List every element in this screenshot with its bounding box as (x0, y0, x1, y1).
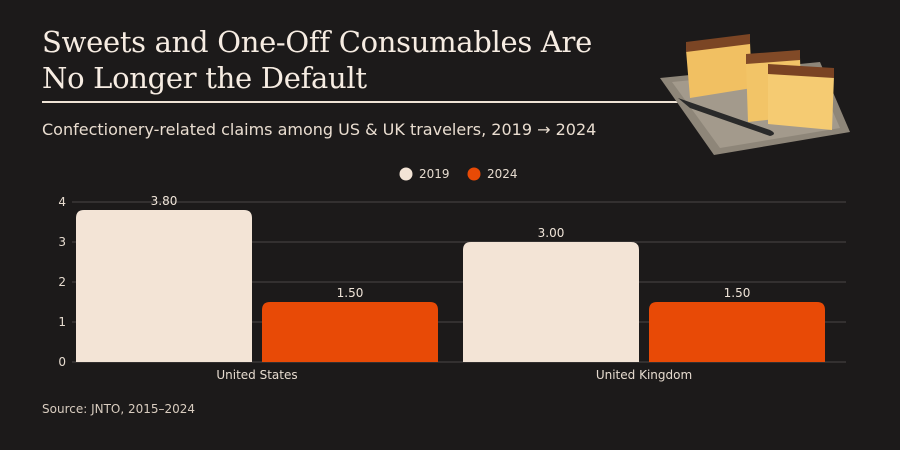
legend-label: 2024 (487, 167, 518, 181)
y-tick-label: 1 (58, 315, 66, 329)
bars: 3.80 1.50 3.00 1.50 (76, 194, 825, 362)
y-tick-label: 2 (58, 275, 66, 289)
chart-subtitle: Confectionery-related claims among US & … (42, 120, 597, 139)
legend-swatch-2019 (399, 167, 413, 181)
x-tick-label: United States (216, 368, 297, 382)
bar-2024-1 (649, 302, 825, 362)
cake-slice-back (686, 42, 752, 98)
chart-legend: 2019 2024 (399, 167, 518, 181)
data-label: 1.50 (724, 286, 751, 300)
castella-cake-photo (660, 34, 850, 155)
bar-chart: 2019 2024 0 1 2 3 4 3.80 1.50 3.00 1.50 United S… (58, 167, 846, 382)
cake-slice-front (768, 72, 834, 130)
data-label: 3.80 (151, 194, 178, 208)
x-axis: United States United Kingdom (216, 368, 692, 382)
y-axis: 0 1 2 3 4 (58, 195, 66, 369)
data-label: 1.50 (337, 286, 364, 300)
y-tick-label: 0 (58, 355, 66, 369)
source-note: Source: JNTO, 2015–2024 (42, 402, 196, 416)
cake-top-front (768, 64, 834, 78)
data-label: 3.00 (538, 226, 565, 240)
y-tick-label: 4 (58, 195, 66, 209)
bar-2024-0 (262, 302, 438, 362)
cake-top-middle (746, 50, 800, 64)
title-divider (42, 101, 697, 103)
knife (678, 98, 774, 136)
legend-swatch-2024 (467, 167, 481, 181)
chart-title: Sweets and One-Off Consumables Are No Lo… (42, 25, 592, 95)
bar-2019-1 (463, 242, 639, 362)
x-tick-label: United Kingdom (596, 368, 692, 382)
y-tick-label: 3 (58, 235, 66, 249)
bar-2019-0 (76, 210, 252, 362)
cake-top-back (686, 34, 750, 52)
legend-label: 2019 (419, 167, 450, 181)
